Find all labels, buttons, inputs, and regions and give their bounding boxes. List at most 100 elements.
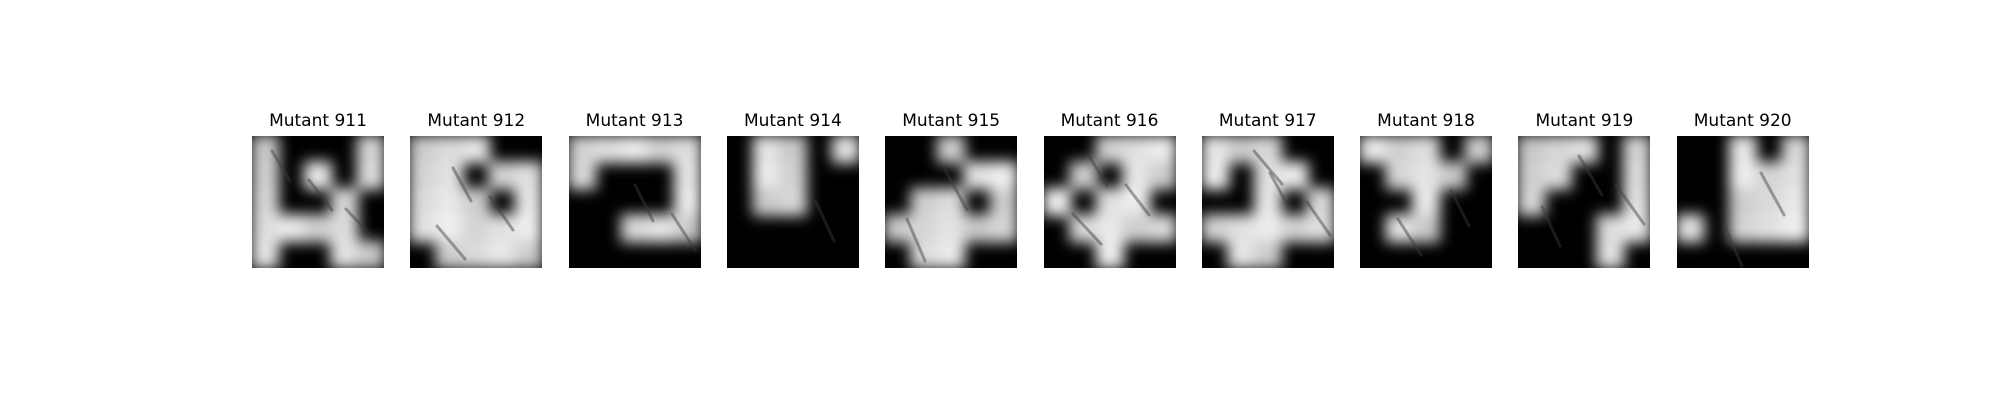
mutant-image-svg	[410, 136, 543, 268]
bright-cell	[673, 187, 701, 217]
panel-title: Mutant 920	[1693, 111, 1792, 131]
bright-cell	[1227, 240, 1256, 268]
bright-cell	[1360, 136, 1388, 164]
mutant-image-svg	[1360, 136, 1493, 268]
mutant-image	[1676, 136, 1809, 268]
bright-cell	[1622, 214, 1651, 243]
bright-cell	[435, 161, 465, 190]
panel-title: Mutant 915	[902, 111, 1001, 131]
bright-cell	[1148, 214, 1176, 243]
mutant-panel: Mutant 920	[1676, 110, 1809, 272]
bright-cell	[752, 187, 781, 217]
bright-region-group	[1360, 136, 1493, 243]
cell-streak	[1124, 183, 1150, 217]
mutant-image-svg	[252, 136, 384, 268]
bright-cell	[1253, 187, 1282, 217]
bright-cell	[1622, 136, 1651, 164]
bright-cell	[936, 187, 966, 217]
bright-cell	[356, 161, 384, 190]
bright-cell	[462, 187, 491, 217]
mutant-image-svg	[1676, 136, 1809, 268]
bright-cell	[1781, 187, 1809, 217]
bright-cell	[989, 214, 1018, 243]
bright-cell	[1068, 214, 1098, 243]
bright-cell	[488, 161, 517, 190]
cell-streak	[344, 207, 376, 241]
bright-cell	[252, 214, 280, 243]
mutant-image-svg	[568, 136, 701, 268]
bright-region-group	[885, 136, 1018, 268]
bright-region-group	[568, 136, 701, 243]
bright-cell	[1518, 187, 1546, 217]
cell-streak	[1614, 183, 1646, 226]
mutant-panel: Mutant 916	[1043, 110, 1176, 272]
bright-cell	[673, 161, 701, 190]
bright-cell	[778, 187, 808, 217]
bright-cell	[1253, 161, 1282, 190]
mutant-image-svg	[1201, 136, 1334, 268]
bright-cell	[910, 214, 939, 243]
bright-cell	[303, 161, 333, 190]
bright-cell	[831, 136, 859, 164]
bright-cell	[462, 240, 491, 268]
bright-cell	[910, 187, 939, 217]
bright-cell	[620, 214, 649, 243]
bright-cell	[885, 214, 913, 243]
mutant-image	[410, 136, 543, 268]
bright-cell	[673, 214, 701, 243]
bright-cell	[1253, 240, 1282, 268]
bright-cell	[303, 214, 333, 243]
bright-cell	[1279, 161, 1309, 190]
bright-cell	[1518, 161, 1546, 190]
bright-cell	[1754, 214, 1784, 243]
panel-title: Mutant 916	[1060, 111, 1159, 131]
bright-cell	[462, 136, 491, 164]
bright-cell	[410, 214, 438, 243]
bright-cell	[963, 161, 992, 190]
cell-streak	[270, 149, 292, 183]
bright-region-group	[1518, 136, 1651, 268]
bright-cell	[1068, 161, 1098, 190]
bright-cell	[410, 161, 438, 190]
bright-region-group	[752, 136, 859, 217]
bright-region-group	[1043, 136, 1176, 268]
bright-cell	[330, 240, 359, 268]
bright-cell	[1411, 214, 1441, 243]
bright-cell	[1095, 214, 1124, 243]
bright-cell	[989, 187, 1018, 217]
cell-streak	[633, 183, 655, 223]
bright-cell	[1227, 214, 1256, 243]
bright-cell	[252, 240, 280, 268]
bright-cell	[1253, 136, 1282, 164]
mutant-panel: Mutant 911	[252, 110, 384, 272]
bright-cell	[1043, 187, 1071, 217]
panel-title: Mutant 911	[269, 111, 367, 131]
cell-streak	[814, 200, 836, 243]
bright-cell	[488, 214, 517, 243]
bright-cell	[936, 240, 966, 268]
cell-streak	[451, 166, 473, 203]
bright-cell	[514, 214, 543, 243]
bright-cell	[1543, 136, 1573, 164]
bright-cell	[593, 136, 623, 164]
bright-cell	[1411, 136, 1441, 164]
bright-cell	[1095, 187, 1124, 217]
bright-cell	[1570, 136, 1599, 164]
mutant-panel: Mutant 914	[726, 110, 859, 272]
cell-streak	[670, 212, 697, 252]
mutant-image-svg	[1518, 136, 1651, 268]
bright-cell	[1781, 161, 1809, 190]
panel-title: Mutant 919	[1535, 111, 1634, 131]
mutant-image	[1518, 136, 1651, 268]
bright-cell	[1728, 214, 1757, 243]
bright-cell	[568, 161, 596, 190]
bright-cell	[1728, 161, 1757, 190]
mutant-image	[885, 136, 1018, 268]
cell-streak	[1087, 154, 1108, 188]
cell-streak	[942, 166, 969, 212]
bright-cell	[1596, 214, 1625, 243]
mutant-image	[252, 136, 384, 268]
bright-cell	[1095, 136, 1124, 164]
bright-cell	[1622, 161, 1651, 190]
bright-cell	[1622, 187, 1651, 217]
